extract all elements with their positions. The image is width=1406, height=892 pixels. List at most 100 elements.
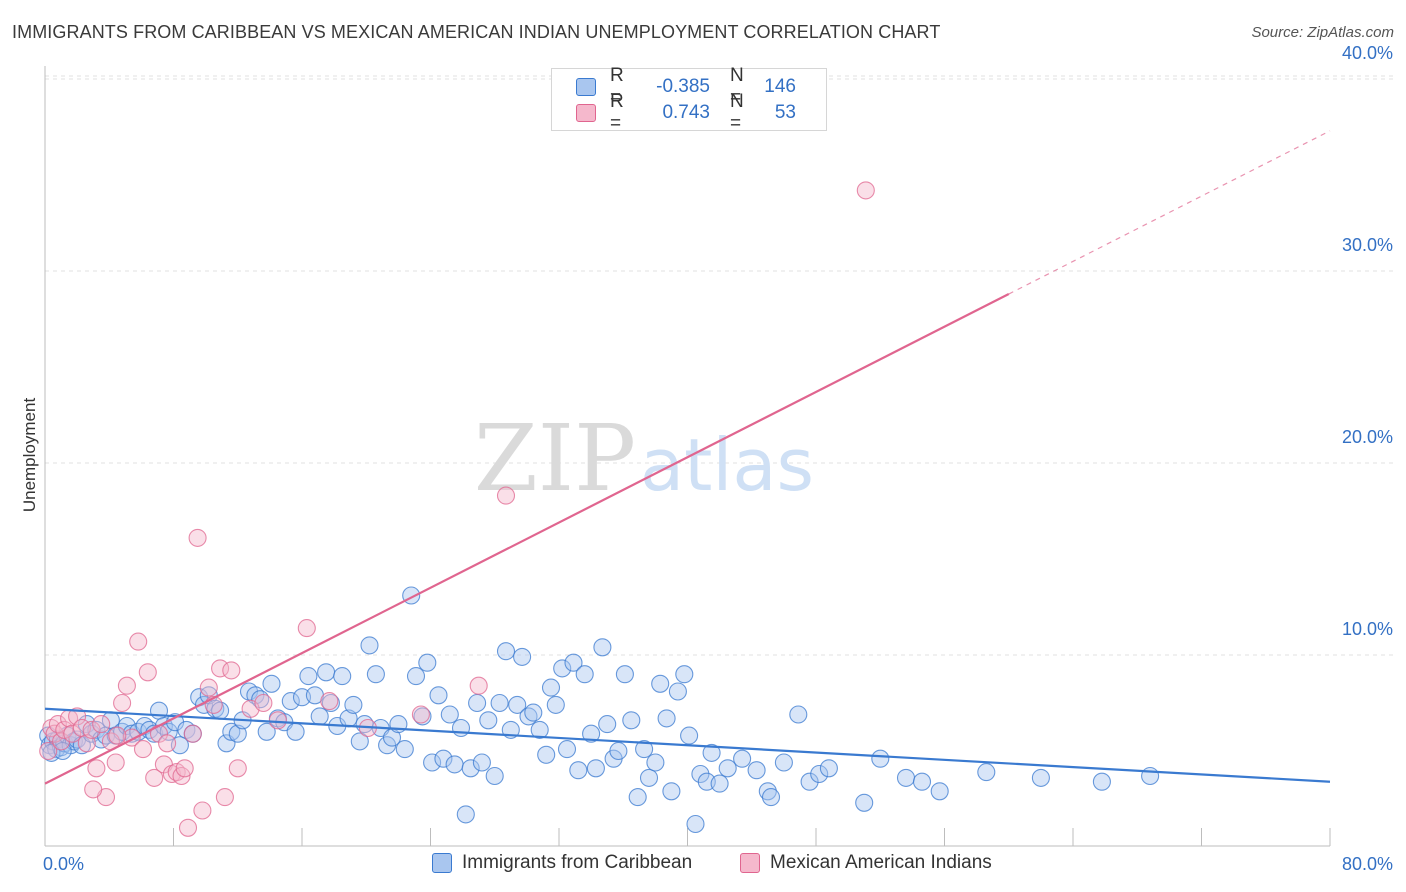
legend-n-label: N =	[730, 91, 744, 134]
legend-n-value: 53	[774, 102, 796, 123]
caribbean-point	[513, 647, 532, 666]
caribbean-point	[472, 753, 491, 772]
caribbean-point	[1092, 772, 1111, 791]
caribbean-point	[733, 749, 752, 768]
mexican-american-indian-point	[63, 724, 82, 743]
series-label-mexican-american-indian: Mexican American Indians	[770, 852, 992, 873]
caribbean-point	[281, 692, 300, 711]
mexican-american-indian-point	[108, 726, 127, 745]
mexican-american-indian-point	[193, 801, 212, 820]
mexican-american-indian-point	[211, 659, 230, 678]
caribbean-point	[429, 686, 448, 705]
caribbean-point	[508, 695, 527, 714]
caribbean-point	[395, 740, 414, 759]
caribbean-point	[635, 740, 654, 759]
mexican-american-indian-point	[117, 676, 136, 695]
caribbean-point	[406, 667, 426, 686]
mexican-american-indian-point	[469, 676, 488, 695]
chart-title: IMMIGRANTS FROM CARIBBEAN VS MEXICAN AME…	[12, 22, 941, 42]
caribbean-point	[593, 638, 612, 657]
caribbean-point	[569, 761, 588, 780]
caribbean-point	[912, 772, 932, 791]
caribbean-point	[977, 763, 996, 782]
legend-r-value: 0.743	[662, 102, 710, 123]
legend-r-label: R =	[610, 65, 624, 108]
mexican-american-indian-point	[45, 724, 64, 743]
caribbean-point	[871, 749, 890, 768]
caribbean-point	[461, 759, 480, 778]
mexican-american-indian-point	[222, 661, 241, 680]
watermark-zip: ZIP	[474, 405, 636, 512]
caribbean-point	[485, 766, 504, 786]
caribbean-point	[710, 774, 729, 793]
mexican-american-indian-point	[496, 486, 516, 505]
caribbean-point	[639, 768, 659, 787]
caribbean-point	[456, 805, 475, 824]
caribbean-point	[557, 740, 577, 759]
mexican-american-indian-point	[138, 663, 157, 682]
series	[39, 181, 1160, 837]
mexican-american-indian-trendline-extension	[1008, 130, 1331, 295]
caribbean-point	[718, 759, 737, 778]
source-note: Source: ZipAtlas.com	[1251, 24, 1394, 41]
mexican-american-indian-point	[188, 528, 207, 547]
series-caribbean	[39, 586, 1160, 834]
caribbean-point	[344, 695, 363, 714]
caribbean-point	[541, 678, 561, 697]
mexican-american-indian-point	[268, 711, 287, 730]
series-swatch-blue	[432, 853, 452, 873]
caribbean-point	[810, 764, 829, 784]
caribbean-point	[490, 693, 509, 713]
mexican-american-indian-point	[84, 780, 103, 799]
mexican-american-indian-point	[320, 692, 339, 711]
caribbean-point	[317, 663, 336, 682]
caribbean-point	[537, 745, 556, 764]
caribbean-point	[651, 674, 670, 693]
caribbean-point	[609, 741, 628, 761]
legend-r-value: -0.385	[656, 76, 710, 97]
mexican-american-indian-point	[856, 181, 875, 200]
caribbean-point	[575, 665, 594, 684]
caribbean-point	[546, 695, 565, 714]
watermark-atlas: atlas	[640, 423, 814, 507]
caribbean-point	[646, 753, 665, 772]
series-legend-caribbean: Immigrants from Caribbean	[432, 852, 692, 874]
mexican-american-indian-point	[254, 693, 273, 713]
caribbean-point	[333, 667, 352, 686]
caribbean-point	[662, 782, 681, 801]
caribbean-point	[496, 642, 516, 661]
mexican-american-indian-point	[82, 720, 101, 739]
mexican-american-indian-point	[68, 707, 87, 726]
mexican-american-indian-point	[145, 768, 164, 787]
caribbean-point	[675, 665, 694, 684]
caribbean-point	[774, 753, 793, 772]
caribbean-point	[350, 732, 369, 751]
mexican-american-indian-point	[199, 678, 218, 697]
mexican-american-indian-point	[175, 759, 194, 778]
caribbean-point	[257, 722, 276, 741]
caribbean-point	[789, 705, 808, 724]
caribbean-point	[586, 759, 605, 778]
series-mexican-american-indian	[39, 181, 875, 837]
caribbean-point	[896, 768, 916, 787]
caribbean-point	[1031, 768, 1050, 787]
caribbean-point	[761, 788, 781, 807]
caribbean-point	[855, 793, 874, 812]
mexican-american-indian-point	[77, 734, 96, 753]
mexican-american-indian-point	[215, 788, 234, 807]
trendlines	[44, 130, 1331, 785]
mexican-american-indian-point	[106, 753, 125, 772]
watermark: ZIP atlas	[474, 405, 814, 512]
y-tick-label: 10.0%	[1342, 619, 1393, 639]
caribbean-point	[423, 753, 442, 772]
caribbean-point	[530, 720, 549, 739]
legend-swatch-pink	[576, 104, 596, 122]
series-label-caribbean: Immigrants from Caribbean	[462, 852, 693, 873]
mexican-american-indian-point	[133, 740, 153, 759]
mexican-american-indian-point	[113, 693, 132, 713]
y-axis-label: Unemployment	[20, 397, 39, 513]
x-tick-label: 80.0%	[1342, 854, 1393, 874]
caribbean-point	[758, 782, 777, 801]
caribbean-point	[622, 711, 641, 730]
